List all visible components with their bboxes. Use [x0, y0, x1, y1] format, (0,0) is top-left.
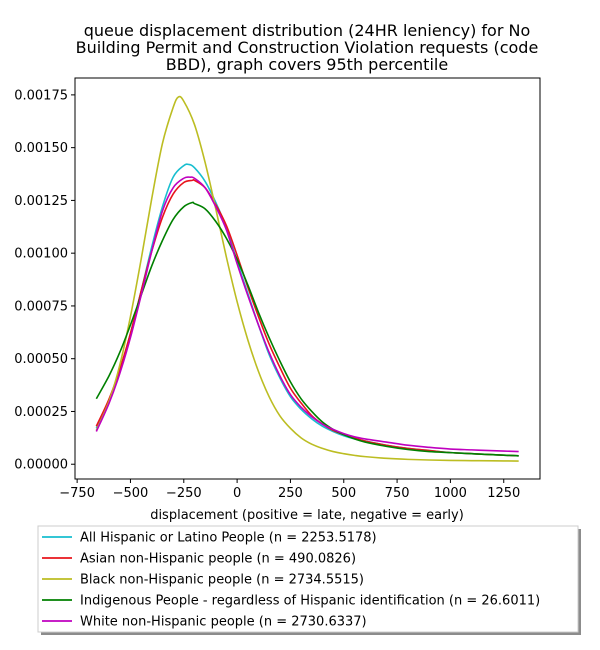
legend-label: White non-Hispanic people (n = 2730.6337… [80, 615, 367, 630]
series-line-2 [95, 178, 519, 457]
title-line-3: BBD), graph covers 95th percentile [166, 55, 448, 74]
x-tick-label: 1000 [434, 486, 467, 501]
x-axis-label: displacement (positive = late, negative … [150, 508, 464, 523]
y-tick-label: 0.00150 [14, 141, 68, 156]
y-tick-label: 0.00075 [14, 299, 68, 314]
x-tick-label: −500 [113, 486, 149, 501]
x-tick-label: 500 [331, 486, 356, 501]
x-tick-label: 1250 [487, 486, 520, 501]
x-axis-ticks: −750 −500 −250 0 250 500 750 1000 1250 [59, 479, 520, 501]
legend-label: Indigenous People - regardless of Hispan… [80, 594, 540, 609]
y-tick-label: 0.00100 [14, 247, 68, 262]
x-tick-label: 250 [278, 486, 303, 501]
series-line-3 [95, 95, 519, 462]
legend-items: All Hispanic or Latino People (n = 2253.… [42, 531, 540, 630]
legend-label: All Hispanic or Latino People (n = 2253.… [80, 531, 377, 546]
y-tick-label: 0.00175 [14, 88, 68, 103]
x-tick-label: −750 [59, 486, 95, 501]
y-tick-label: 0.00000 [14, 458, 68, 473]
y-axis-ticks: 0.00000 0.00025 0.00050 0.00075 0.00100 0.001… [14, 88, 75, 473]
legend-label: Black non-Hispanic people (n = 2734.5515… [80, 573, 364, 588]
y-tick-label: 0.00125 [14, 194, 68, 209]
chart-title: queue displacement distribution (24HR le… [76, 21, 539, 74]
x-tick-label: 0 [233, 486, 241, 501]
x-tick-label: 750 [385, 486, 410, 501]
series-line-5 [95, 176, 519, 453]
legend-box [37, 525, 579, 633]
title-line-1: queue displacement distribution (24HR le… [84, 21, 531, 40]
plot-frame [74, 77, 541, 480]
series-line-4 [95, 201, 519, 457]
series-lines [95, 95, 519, 462]
y-tick-label: 0.00050 [14, 352, 68, 367]
y-tick-label: 0.00025 [14, 405, 68, 420]
legend-label: Asian non-Hispanic people (n = 490.0826) [80, 552, 356, 567]
title-line-2: Building Permit and Construction Violati… [76, 38, 539, 57]
x-tick-label: −250 [166, 486, 202, 501]
legend: All Hispanic or Latino People (n = 2253.… [37, 525, 581, 635]
